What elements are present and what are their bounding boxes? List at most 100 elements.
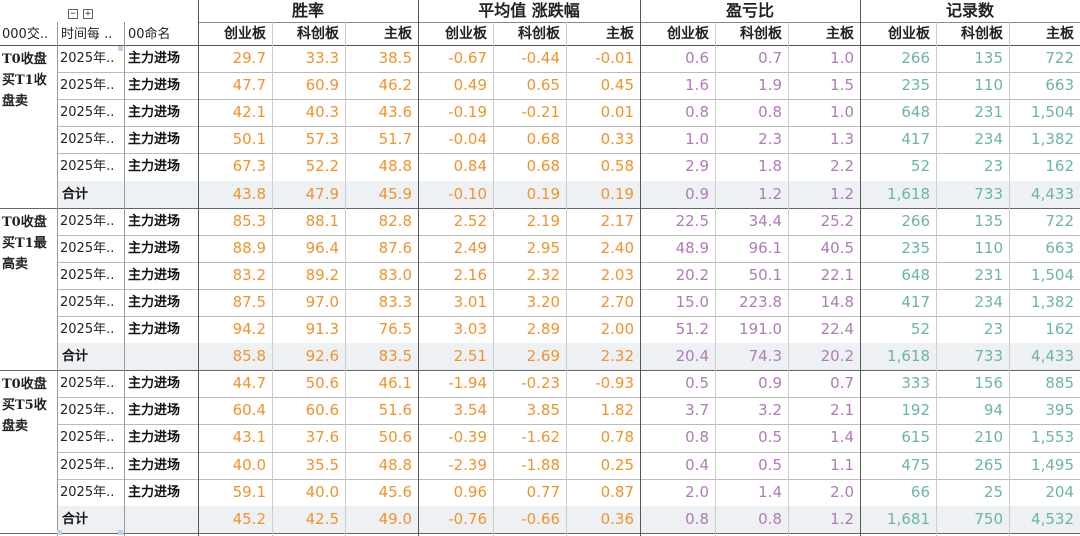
value-cell: 663 [1045, 238, 1074, 257]
date-cell[interactable]: 2025年.. [60, 403, 115, 419]
value-cell: 2.32 [526, 265, 560, 284]
dimension-header-name[interactable]: 00命名 [128, 27, 171, 42]
value-cell: 2.52 [453, 211, 487, 230]
dimension-header-trade[interactable]: 000交.. [2, 27, 49, 42]
name-cell[interactable]: 主力进场 [128, 294, 181, 310]
name-cell[interactable]: 主力进场 [128, 213, 181, 229]
measure-sub-header[interactable]: 创业板 [888, 26, 930, 42]
value-cell: 1.1 [830, 455, 854, 474]
date-cell[interactable]: 2025年.. [60, 457, 115, 473]
name-cell[interactable]: 主力进场 [128, 240, 181, 256]
value-cell: 22.1 [820, 265, 854, 284]
measure-sub-header[interactable]: 科创板 [297, 26, 339, 42]
value-cell: 417 [901, 292, 930, 311]
selection-handle[interactable] [118, 46, 123, 51]
value-cell: 135 [974, 49, 1003, 67]
value-cell: 234 [974, 292, 1003, 311]
value-cell: -0.01 [595, 49, 634, 67]
value-cell: 91.3 [305, 320, 339, 338]
name-cell[interactable]: 主力进场 [128, 78, 181, 94]
total-value-cell: 750 [974, 509, 1003, 528]
measure-sub-header[interactable]: 主板 [384, 26, 412, 42]
name-cell[interactable]: 主力进场 [128, 105, 181, 121]
section-label: T0收盘买T5收盘卖 [2, 377, 47, 435]
total-row [57, 505, 1080, 533]
value-cell: 0.8 [685, 428, 709, 447]
expand-toggle-icon[interactable]: + [83, 9, 93, 19]
total-label: 合计 [62, 511, 89, 527]
value-cell: 0.9 [758, 374, 782, 393]
value-cell: 266 [901, 211, 930, 230]
date-cell[interactable]: 2025年.. [60, 484, 115, 500]
measure-sub-header[interactable]: 创业板 [445, 26, 487, 42]
value-cell: 82.8 [378, 211, 412, 230]
name-cell[interactable]: 主力进场 [128, 51, 181, 66]
date-cell[interactable]: 2025年.. [60, 159, 115, 175]
date-cell[interactable]: 2025年.. [60, 376, 115, 392]
measure-sub-header[interactable]: 主板 [826, 26, 854, 42]
value-cell: 648 [901, 103, 930, 122]
measure-sub-header[interactable]: 科创板 [518, 26, 560, 42]
value-cell: 40.3 [305, 103, 339, 122]
value-cell: 1.8 [758, 157, 782, 176]
measure-sub-header[interactable]: 科创板 [961, 26, 1003, 42]
date-cell[interactable]: 2025年.. [60, 240, 115, 256]
dimension-header-time[interactable]: 时间每 .. [61, 27, 113, 42]
collapse-toggle-icon[interactable]: − [68, 9, 78, 19]
total-value-cell: 0.19 [600, 184, 634, 203]
value-cell: 191.0 [739, 320, 782, 338]
total-value-cell: 0.19 [526, 184, 560, 203]
measure-sub-header[interactable]: 科创板 [740, 26, 782, 42]
value-cell: 3.2 [758, 401, 782, 420]
name-cell[interactable]: 主力进场 [128, 132, 181, 148]
date-cell[interactable]: 2025年.. [60, 78, 115, 94]
measure-sub-header[interactable]: 主板 [606, 26, 634, 42]
selection-handle[interactable] [57, 530, 62, 535]
selection-handle[interactable] [118, 530, 123, 535]
name-cell[interactable]: 主力进场 [128, 484, 181, 500]
total-value-cell: 45.2 [232, 509, 266, 528]
value-cell: 45.6 [378, 482, 412, 501]
value-cell: -0.93 [595, 374, 634, 393]
value-cell: 44.7 [232, 374, 266, 393]
name-cell[interactable]: 主力进场 [128, 430, 181, 446]
name-cell[interactable]: 主力进场 [128, 457, 181, 473]
name-cell[interactable]: 主力进场 [128, 159, 181, 175]
date-cell[interactable]: 2025年.. [60, 267, 115, 283]
value-cell: 38.5 [378, 49, 412, 67]
total-value-cell: 0.36 [600, 509, 634, 528]
value-cell: 2.03 [600, 265, 634, 284]
value-cell: 52 [910, 157, 930, 176]
name-cell[interactable]: 主力进场 [128, 267, 181, 283]
value-cell: 0.77 [526, 482, 560, 501]
total-value-cell: 733 [974, 347, 1003, 366]
date-cell[interactable]: 2025年.. [60, 132, 115, 148]
total-row [57, 343, 1080, 371]
total-value-cell: 85.8 [232, 347, 266, 366]
value-cell: 0.5 [685, 374, 709, 393]
value-cell: 46.1 [378, 374, 412, 393]
value-cell: 231 [974, 265, 1003, 284]
value-cell: 722 [1045, 49, 1074, 67]
value-cell: 0.8 [685, 103, 709, 122]
name-cell[interactable]: 主力进场 [128, 376, 181, 392]
value-cell: 46.2 [378, 76, 412, 95]
value-cell: 50.6 [378, 428, 412, 447]
name-cell[interactable]: 主力进场 [128, 403, 181, 419]
total-value-cell: 4,433 [1031, 184, 1074, 203]
date-cell[interactable]: 2025年.. [60, 294, 115, 310]
measure-sub-header[interactable]: 创业板 [224, 26, 266, 42]
section-label: T0收盘买T1收盘卖 [2, 52, 47, 109]
value-cell: 25 [983, 482, 1003, 501]
date-cell[interactable]: 2025年.. [60, 430, 115, 446]
date-cell[interactable]: 2025年.. [60, 213, 115, 229]
total-value-cell: 20.2 [820, 347, 854, 366]
date-cell[interactable]: 2025年.. [60, 105, 115, 121]
value-cell: 2.49 [453, 238, 487, 257]
value-cell: -0.67 [448, 49, 487, 67]
date-cell[interactable]: 2025年.. [60, 322, 115, 337]
name-cell[interactable]: 主力进场 [128, 322, 181, 337]
date-cell[interactable]: 2025年.. [60, 51, 115, 66]
measure-sub-header[interactable]: 主板 [1046, 26, 1074, 42]
measure-sub-header[interactable]: 创业板 [667, 26, 709, 42]
